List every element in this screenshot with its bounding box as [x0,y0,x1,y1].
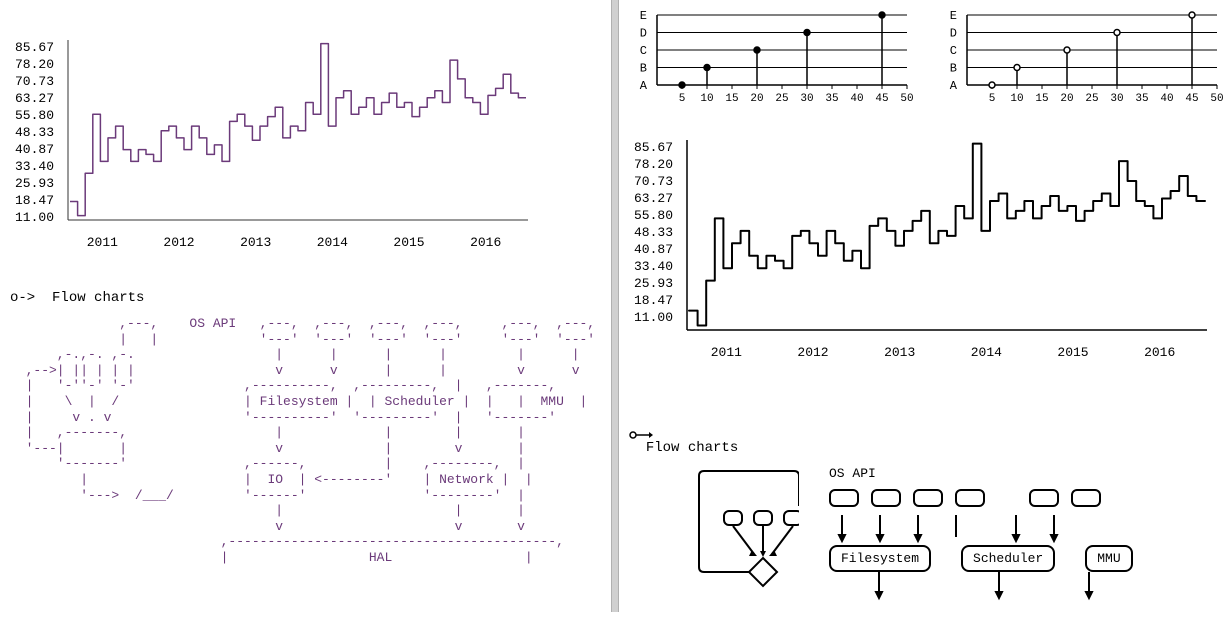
svg-text:B: B [640,62,647,76]
lollipop-open-chart: EDCBA 5 10 15 20 25 30 35 40 45 50 [939,10,1229,110]
svg-text:D: D [950,27,957,41]
right-ts-x-labels: 201120122013201420152016 [683,345,1203,360]
left-flow-label: Flow charts [52,290,144,306]
right-timeseries-chart: 85.6778.2070.7363.2755.8048.3340.8733.40… [629,140,1220,370]
empty-box [1071,489,1101,507]
svg-text:10: 10 [700,93,713,105]
svg-text:A: A [640,79,648,93]
scheduler-box: Scheduler [961,545,1055,572]
mini-flow-svg [629,466,799,596]
os-api-label: OS API [829,466,1220,481]
svg-text:35: 35 [1135,93,1148,105]
svg-text:5: 5 [989,93,996,105]
svg-text:50: 50 [1210,93,1223,105]
left-flow-title: o-> Flow charts [10,290,601,306]
filesystem-box: Filesystem [829,545,931,572]
svg-text:30: 30 [1110,93,1123,105]
svg-text:C: C [950,44,957,58]
empty-box [871,489,901,507]
left-flow-prefix: o-> [10,290,35,306]
svg-text:20: 20 [750,93,763,105]
arrow-icon [629,430,653,440]
left-ts-x-labels: 201120122013201420152016 [64,235,524,250]
svg-text:E: E [950,10,957,23]
svg-text:B: B [950,62,957,76]
left-pane: 85.6778.2070.7363.2755.8048.3340.8733.40… [0,0,611,612]
svg-text:C: C [640,44,647,58]
svg-text:E: E [640,10,647,23]
svg-text:30: 30 [800,93,813,105]
lollipop-row: EDCBA5101520253035404550 EDCBA5101520253… [629,10,1220,110]
arrows-row-svg [829,515,1209,545]
arrows-row2-svg [829,572,1209,602]
svg-text:5: 5 [679,93,686,105]
named-box-row: Filesystem Scheduler MMU [829,545,1220,572]
top-box-row [829,489,1220,507]
right-flow-label: Flow charts [646,440,738,456]
svg-text:40: 40 [850,93,863,105]
svg-text:D: D [640,27,647,41]
svg-text:20: 20 [1060,93,1073,105]
svg-text:35: 35 [825,93,838,105]
lollipop-filled-chart: EDCBA 5 10 15 20 25 30 35 40 45 50 [629,10,919,110]
right-pane: EDCBA5101520253035404550 EDCBA5101520253… [619,0,1230,612]
empty-box [829,489,859,507]
svg-text:25: 25 [1085,93,1098,105]
mmu-box: MMU [1085,545,1132,572]
empty-box [955,489,985,507]
svg-text:A: A [950,79,958,93]
empty-box [913,489,943,507]
svg-text:50: 50 [900,93,913,105]
pane-divider[interactable] [611,0,619,612]
left-timeseries-chart: 85.6778.2070.7363.2755.8048.3340.8733.40… [10,40,601,260]
svg-text:15: 15 [725,93,738,105]
left-ts-y-labels: 85.6778.2070.7363.2755.8048.3340.8733.40… [10,40,54,227]
svg-text:45: 45 [1185,93,1198,105]
right-flow-diagram: OS API Fi [629,466,1220,602]
right-flow-title: Flow charts [629,430,1220,456]
right-ts-y-labels: 85.6778.2070.7363.2755.8048.3340.8733.40… [629,140,673,327]
svg-text:10: 10 [1010,93,1023,105]
svg-text:15: 15 [1035,93,1048,105]
svg-text:45: 45 [875,93,888,105]
svg-text:25: 25 [775,93,788,105]
svg-text:40: 40 [1160,93,1173,105]
empty-box [1029,489,1059,507]
left-ascii-flow: ,---, OS API ,---, ,---, ,---, ,---, ,--… [10,316,601,566]
